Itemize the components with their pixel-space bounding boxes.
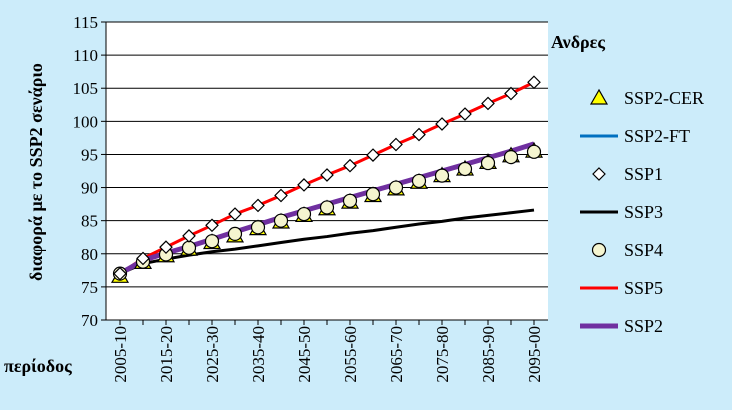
x-tick-labels: 2005-10 2015-20 2025-30 2035-40 2045-50 2055-… [111, 326, 544, 383]
gridlines [101, 21, 548, 321]
data-point-ssp1 [274, 188, 288, 203]
legend-label: SSP2 [624, 316, 663, 336]
data-point-ssp4 [480, 155, 496, 171]
x-tick-label: 2095-00 [525, 326, 544, 383]
data-point-ssp1 [343, 158, 357, 173]
data-point-ssp4 [204, 234, 220, 249]
legend: SSP2-CER SSP2-FT SSP1 SSP3 SSP4 SSP5 SSP2 [580, 88, 704, 336]
data-point-ssp4 [457, 161, 473, 177]
data-point-ssp1 [205, 218, 219, 233]
y-tick-label: 115 [73, 13, 98, 32]
data-point-ssp4 [434, 168, 450, 183]
legend-label: SSP4 [624, 240, 663, 260]
x-tick-label: 2055-60 [341, 326, 360, 383]
legend-label: SSP2-FT [624, 126, 690, 146]
x-tick-label: 2005-10 [111, 326, 130, 383]
legend-item-ssp4: SSP4 [591, 240, 663, 260]
y-axis-label: διαφορά με το SSP2 σενάριο [26, 63, 46, 281]
data-point-ssp4 [273, 213, 289, 228]
y-tick-label: 105 [73, 79, 99, 98]
chart-title: Ανδρες [551, 32, 605, 52]
data-point-ssp4 [319, 200, 335, 215]
y-tick-labels: 70 75 80 85 90 95 100 105 110 115 [73, 13, 99, 330]
data-point-ssp1 [412, 127, 426, 142]
data-point-ssp4 [342, 193, 358, 208]
data-point-ssp1 [113, 266, 127, 281]
legend-label: SSP3 [624, 202, 663, 222]
data-point-ssp1 [320, 168, 334, 182]
y-tick-label: 95 [81, 145, 98, 164]
legend-item-ssp2-ft: SSP2-FT [580, 126, 690, 146]
y-tick-label: 110 [73, 46, 98, 65]
legend-item-ssp1: SSP1 [592, 164, 663, 184]
x-tick-label: 2085-90 [479, 326, 498, 383]
data-point-ssp4 [296, 206, 312, 222]
legend-label: SSP1 [624, 164, 663, 184]
data-point-ssp4 [388, 180, 404, 195]
data-point-ssp1 [389, 137, 403, 152]
data-point-ssp1 [251, 198, 265, 213]
data-point-ssp1 [159, 240, 173, 255]
legend-swatch [591, 242, 607, 258]
data-point-ssp4 [365, 187, 381, 202]
y-tick-label: 85 [81, 212, 98, 231]
x-axis-label: περίοδος [4, 356, 72, 376]
legend-label: SSP2-CER [624, 88, 704, 108]
data-point-ssp4 [227, 226, 243, 242]
y-tick-label: 80 [81, 245, 98, 264]
y-tick-label: 100 [73, 112, 99, 131]
data-point-ssp4 [250, 220, 266, 235]
data-point-ssp1 [527, 75, 541, 90]
legend-item-ssp5: SSP5 [580, 278, 663, 298]
data-point-ssp1 [366, 148, 380, 162]
data-point-ssp4 [411, 173, 427, 189]
x-tick-label: 2035-40 [249, 326, 268, 383]
data-point-ssp1 [182, 229, 196, 243]
x-tick-label: 2065-70 [387, 326, 406, 383]
x-tick-label: 2015-20 [157, 326, 176, 383]
data-point-ssp1 [297, 178, 311, 192]
legend-swatch [592, 167, 606, 181]
x-tick-label: 2045-50 [295, 326, 314, 383]
axes [105, 22, 548, 325]
data-point-ssp1 [136, 251, 150, 266]
y-tick-label: 75 [81, 278, 98, 297]
data-point-ssp1 [228, 207, 242, 221]
legend-swatch [589, 88, 609, 105]
x-tick-label: 2075-80 [433, 326, 452, 383]
y-tick-label: 90 [81, 179, 98, 198]
data-point-ssp4 [503, 149, 519, 165]
series-markers-ssp1 [113, 75, 541, 281]
legend-item-ssp2: SSP2 [580, 316, 663, 336]
y-tick-label: 70 [81, 311, 98, 330]
legend-item-ssp3: SSP3 [580, 202, 663, 222]
x-tick-label: 2025-30 [203, 326, 222, 383]
data-point-ssp1 [435, 117, 449, 131]
data-point-ssp1 [458, 107, 472, 121]
data-point-ssp4 [526, 144, 542, 159]
legend-item-ssp2-cer: SSP2-CER [589, 88, 704, 108]
series-markers [110, 75, 544, 283]
legend-label: SSP5 [624, 278, 663, 298]
data-point-ssp1 [481, 96, 495, 111]
series-markers-ssp4 [112, 144, 542, 281]
data-point-ssp1 [504, 86, 518, 101]
data-point-ssp4 [181, 240, 197, 255]
